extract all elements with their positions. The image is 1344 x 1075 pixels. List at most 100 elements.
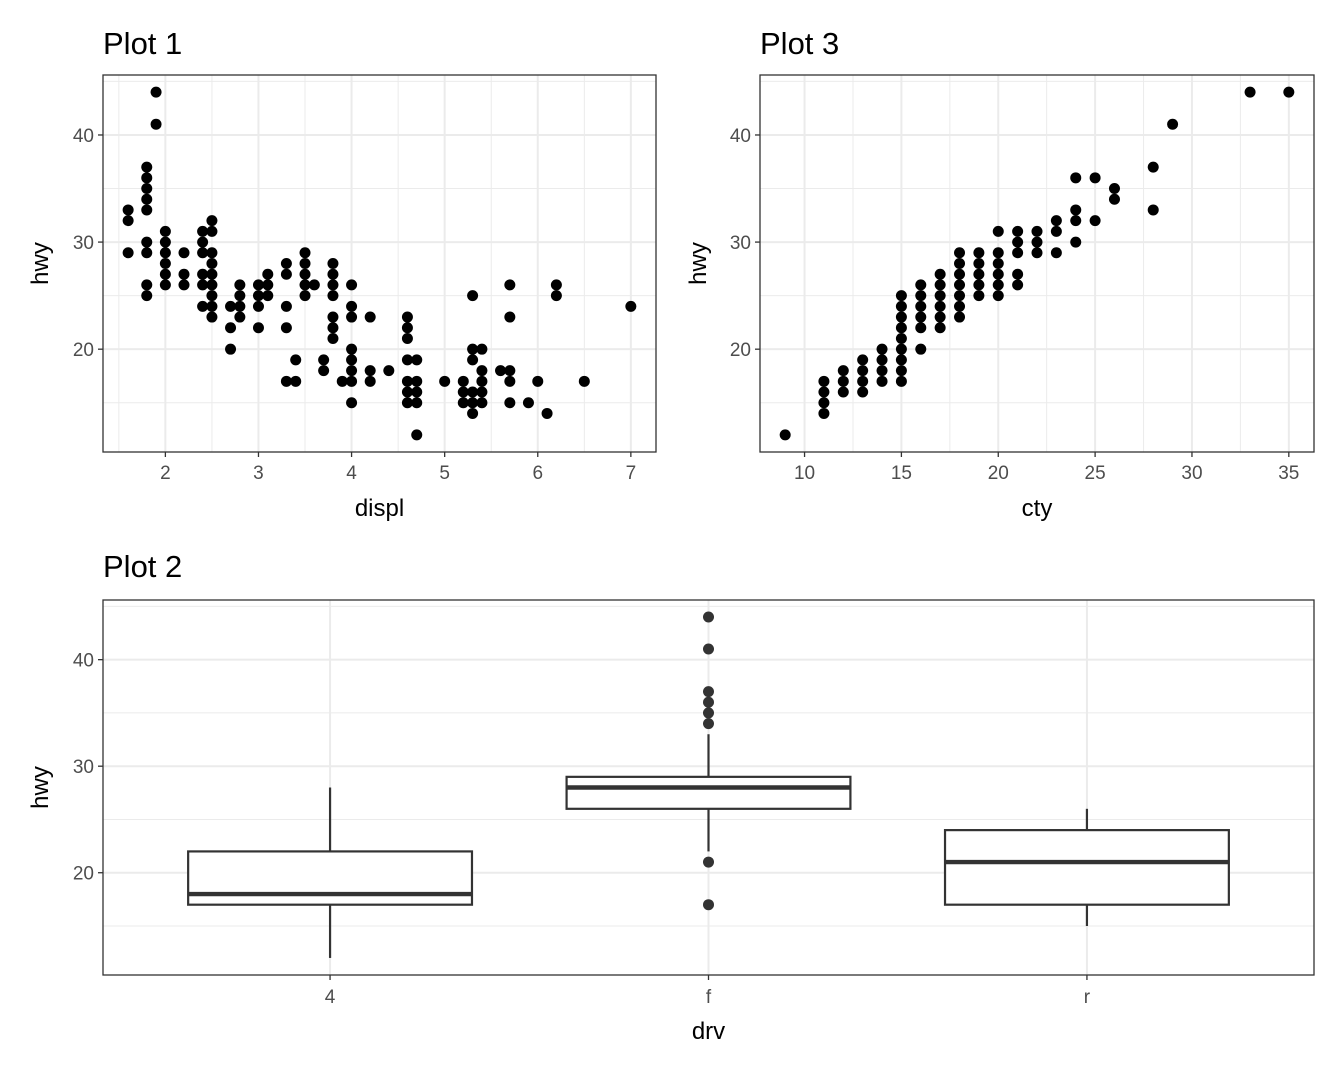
p1-data-point	[467, 290, 479, 302]
interquartile-box	[943, 829, 1230, 906]
plot-3-y-axis-label: hwy	[685, 242, 712, 285]
p1-data-point	[346, 397, 358, 409]
p1-data-point	[299, 247, 311, 259]
p2-y-tick-label: 30	[73, 757, 94, 778]
p3-data-point	[818, 397, 830, 409]
p1-data-point	[299, 258, 311, 269]
plot-2-ticks: 4 f r 20 30 40	[73, 651, 1091, 1008]
p1-data-point	[476, 397, 488, 409]
p3-data-point	[915, 311, 927, 323]
p1-data-point	[495, 365, 507, 377]
p1-data-point	[401, 332, 413, 344]
p3-x-tick-label: 30	[1181, 463, 1202, 484]
p1-data-point	[252, 322, 264, 334]
p3-data-point	[934, 279, 946, 291]
p3-data-point	[895, 354, 907, 366]
p1-data-point	[150, 118, 162, 130]
p1-data-point	[197, 300, 209, 312]
plot-1-x-axis-label: displ	[355, 495, 404, 522]
p3-data-point	[1070, 172, 1082, 184]
p3-data-point	[876, 365, 888, 377]
p1-data-point	[532, 375, 544, 387]
p1-data-point	[401, 386, 413, 398]
p1-data-point	[178, 279, 190, 291]
p3-y-tick-label: 30	[730, 233, 751, 254]
p3-data-point	[895, 290, 907, 302]
p3-data-point	[973, 268, 985, 280]
p1-data-point	[299, 279, 311, 291]
p3-data-point	[915, 290, 927, 302]
plot-3-gridlines	[760, 75, 1314, 452]
plot-1-title: Plot 1	[103, 26, 182, 61]
p3-data-point	[992, 258, 1004, 269]
p3-data-point	[1050, 225, 1062, 237]
outlier-point	[703, 899, 714, 911]
plot-1-gridlines	[103, 75, 656, 452]
p1-data-point	[476, 365, 488, 377]
plot-2: Plot 2 4 f r 20 30 40 drv hwy	[27, 549, 1315, 1045]
p1-data-point	[504, 311, 516, 323]
p1-data-point	[262, 268, 274, 280]
plot-3-x-axis-label: cty	[1022, 495, 1053, 522]
p1-data-point	[625, 300, 637, 312]
p1-data-point	[318, 354, 330, 366]
p3-data-point	[934, 290, 946, 302]
p2-y-tick-label: 20	[73, 864, 94, 885]
p3-data-point	[1070, 215, 1082, 227]
p3-data-point	[1012, 236, 1024, 248]
p1-data-point	[141, 172, 153, 184]
p3-data-point	[915, 300, 927, 312]
p1-data-point	[280, 258, 292, 269]
p1-data-point	[262, 279, 274, 291]
p3-x-tick-label: 15	[891, 463, 912, 484]
p1-data-point	[197, 225, 209, 237]
p1-data-point	[457, 375, 469, 387]
p3-data-point	[1147, 161, 1159, 173]
plot-3-ticks: 10 15 20 25 30 35 20 30 40	[730, 126, 1300, 484]
p1-data-point	[318, 365, 330, 377]
p1-data-point	[401, 375, 413, 387]
plot-2-title: Plot 2	[103, 549, 182, 584]
p3-data-point	[954, 311, 966, 323]
p2-x-tick-label: f	[706, 987, 712, 1008]
p1-data-point	[299, 290, 311, 302]
p1-data-point	[346, 300, 358, 312]
p1-data-point	[197, 268, 209, 280]
p3-data-point	[895, 332, 907, 344]
p1-data-point	[122, 247, 134, 259]
p1-data-point	[346, 311, 358, 323]
p1-data-point	[280, 322, 292, 334]
p1-data-point	[327, 258, 339, 269]
p3-x-tick-label: 25	[1085, 463, 1106, 484]
p3-data-point	[954, 258, 966, 269]
p1-data-point	[234, 290, 246, 302]
p3-data-point	[857, 375, 869, 387]
p1-x-tick-label: 6	[532, 463, 543, 484]
p1-data-point	[206, 247, 218, 259]
p3-data-point	[837, 365, 849, 377]
p1-x-tick-label: 2	[160, 463, 171, 484]
p1-data-point	[141, 193, 153, 205]
p3-data-point	[1031, 247, 1043, 259]
p1-data-point	[206, 215, 218, 227]
p2-x-tick-label: 4	[325, 987, 336, 1008]
p1-data-point	[411, 397, 423, 409]
p1-data-point	[290, 375, 302, 387]
p1-data-point	[364, 365, 376, 377]
plot-2-boxes	[187, 611, 1230, 958]
p1-data-point	[225, 300, 237, 312]
p1-data-point	[541, 407, 553, 419]
p1-data-point	[346, 354, 358, 366]
p1-data-point	[383, 365, 395, 377]
p3-data-point	[1167, 118, 1179, 130]
p3-data-point	[1012, 225, 1024, 237]
outlier-point	[703, 643, 714, 655]
p1-data-point	[141, 290, 153, 302]
plot-2-y-axis-label: hwy	[27, 766, 54, 809]
p1-data-point	[122, 204, 134, 216]
p1-data-point	[262, 290, 274, 302]
p1-data-point	[411, 375, 423, 387]
p1-data-point	[159, 236, 171, 248]
p3-data-point	[1050, 215, 1062, 227]
p3-data-point	[954, 290, 966, 302]
